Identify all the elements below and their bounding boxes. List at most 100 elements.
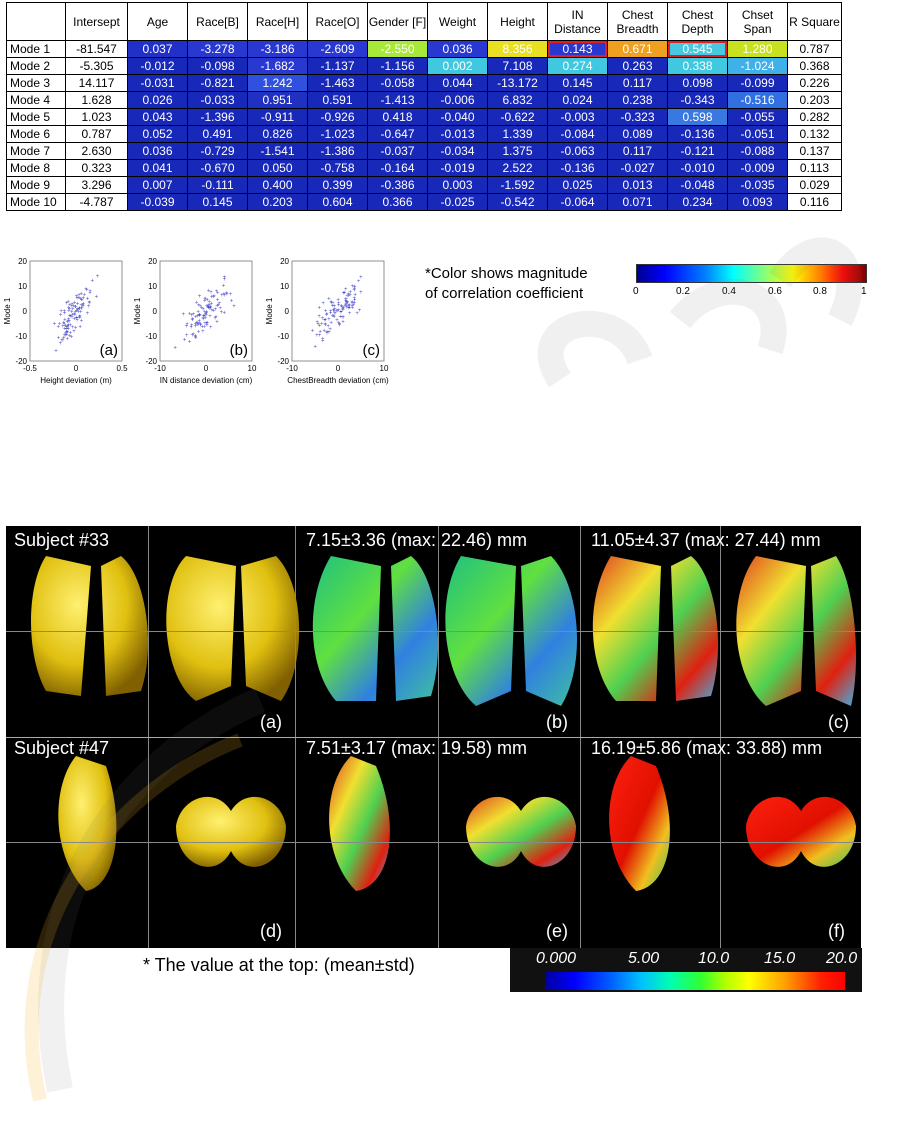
scatter-point: + — [352, 303, 356, 309]
coefficient-cell: 0.025 — [547, 176, 608, 194]
column-header: Race[H] — [247, 2, 308, 41]
scatter-point: + — [209, 305, 213, 311]
scatter-point: + — [229, 292, 233, 298]
coefficient-cell: -0.670 — [187, 159, 248, 177]
scatter-point: + — [66, 323, 70, 329]
scatter-point: + — [200, 305, 204, 311]
coefficient-cell: -0.027 — [607, 159, 668, 177]
coefficient-cell: -0.323 — [607, 108, 668, 126]
scatter-point: + — [348, 306, 352, 312]
y-tick-label: 0 — [23, 307, 28, 316]
scatter-point: + — [207, 289, 211, 295]
scatter-point: + — [63, 309, 67, 315]
subject-47-label: Subject #47 — [14, 738, 110, 758]
scatter-point: + — [196, 323, 200, 329]
distance-colorbar: 0.000 5.00 10.0 15.0 20.0 — [510, 948, 862, 992]
scatter-point: + — [198, 318, 202, 324]
scatter-point: + — [318, 330, 322, 336]
coefficient-cell: 0.951 — [247, 91, 308, 109]
column-header: Chest Depth — [667, 2, 728, 41]
scatter-point: + — [332, 313, 336, 319]
scatter-point: + — [205, 304, 209, 310]
scatter-point: + — [324, 309, 328, 315]
coefficient-cell: 0.007 — [127, 176, 188, 194]
table-row: Mode 5 1.023 0.043 -1.396 -0.911 -0.926 0.418-… — [6, 108, 842, 126]
scatter-point: + — [341, 320, 345, 326]
y-axis-label: Mode 1 — [133, 297, 142, 324]
scatter-point: + — [201, 329, 205, 335]
scatter-point: + — [65, 301, 69, 307]
scatter-point: + — [68, 334, 72, 340]
scatter-point: + — [63, 311, 67, 317]
scatter-point: + — [80, 297, 84, 303]
scatter-point: + — [212, 294, 216, 300]
scatter-point: + — [75, 294, 79, 300]
scatter-point: + — [203, 297, 207, 303]
coefficient-cell: -0.035 — [727, 176, 788, 194]
coefficient-cell: -2.609 — [307, 40, 368, 58]
coefficient-cell: 0.399 — [307, 176, 368, 194]
x-tick-label: -10 — [286, 364, 298, 373]
scatter-point: + — [77, 293, 81, 299]
coefficient-cell: -0.019 — [427, 159, 488, 177]
row-label: Mode 5 — [6, 108, 66, 126]
scatter-point: + — [86, 311, 90, 317]
scatter-point: + — [75, 316, 79, 322]
scatter-point: + — [78, 315, 82, 321]
scatter-point: + — [353, 287, 357, 293]
coefficient-cell: 0.036 — [427, 40, 488, 58]
coefficient-cell: 0.263 — [607, 57, 668, 75]
scatter-point: + — [203, 310, 207, 316]
scatter-point: + — [333, 311, 337, 317]
table-row: Mode 4 1.628 0.026 -0.033 0.951 0.591 -1.413 -0… — [6, 91, 842, 109]
coefficient-cell: 0.145 — [547, 74, 608, 92]
scatter-point: + — [79, 310, 83, 316]
scatter-point: + — [78, 306, 82, 312]
scatter-point: + — [87, 301, 91, 307]
scatter-point: + — [217, 301, 221, 307]
colorbar2-gradient — [545, 972, 845, 990]
intercept-cell: 3.296 — [65, 176, 128, 194]
scatter-point: + — [222, 310, 226, 316]
intercept-cell: -4.787 — [65, 193, 128, 211]
row-label: Mode 10 — [6, 193, 66, 211]
scatter-point: + — [220, 310, 224, 316]
coefficient-cell: -0.542 — [487, 193, 548, 211]
y-tick-label: 10 — [18, 282, 27, 291]
scatter-point: + — [331, 304, 335, 310]
scatter-point: + — [331, 313, 335, 319]
scatter-point: + — [350, 303, 354, 309]
correlation-table: Intersept Age Race[B] Race[H] Race[O] Gender … — [6, 2, 842, 211]
coefficient-cell: -3.278 — [187, 40, 248, 58]
scatter-point: + — [340, 305, 344, 311]
coefficient-cell: -2.550 — [367, 40, 428, 58]
scatter-point: + — [79, 292, 83, 298]
coefficient-cell: 0.274 — [547, 57, 608, 75]
scatter-svg: ++++++++++++++++++++++++++++++++++++++++… — [3, 257, 128, 385]
scatter-point: + — [67, 326, 71, 332]
scatter-point: + — [348, 303, 352, 309]
table-row: Mode 2 -5.305 -0.012 -0.098 -1.682 -1.137 -1.1… — [6, 57, 842, 75]
column-header: Weight — [427, 2, 488, 41]
scatter-point: + — [73, 301, 77, 307]
coefficient-cell: -0.025 — [427, 193, 488, 211]
row-label: Mode 8 — [6, 159, 66, 177]
scatter-point: + — [63, 317, 67, 323]
row-label: Mode 2 — [6, 57, 66, 75]
scatter-point: + — [215, 304, 219, 310]
coefficient-cell: -1.386 — [307, 142, 368, 160]
coefficient-cell: 1.280 — [727, 40, 788, 58]
lung-a-side — [58, 756, 117, 891]
coefficient-cell: 2.522 — [487, 159, 548, 177]
scatter-point: + — [326, 324, 330, 330]
coefficient-cell: 1.242 — [247, 74, 308, 92]
coefficient-cell: -0.516 — [727, 91, 788, 109]
scatter-point: + — [351, 306, 355, 312]
scatter-point: + — [327, 317, 331, 323]
scatter-point: + — [78, 324, 82, 330]
coefficient-cell: -0.031 — [127, 74, 188, 92]
plot-frame — [291, 260, 385, 362]
coefficient-cell: 0.041 — [127, 159, 188, 177]
scatter-point: + — [68, 302, 72, 308]
coefficient-cell: -0.048 — [667, 176, 728, 194]
